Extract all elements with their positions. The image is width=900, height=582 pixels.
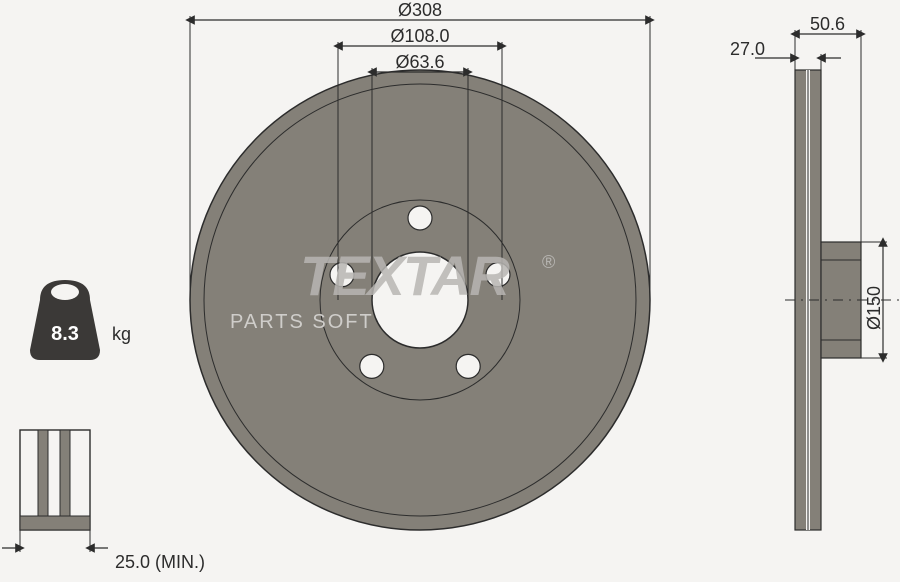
min-profile-outline [20,430,90,530]
min-thickness-profile: 25.0 (MIN.) [2,430,205,572]
dimension-label: Ø63.6 [395,52,444,72]
bolt-hole [456,354,480,378]
bolt-hole [360,354,384,378]
bolt-hole [408,206,432,230]
dimension-label: 50.6 [810,14,845,34]
dimension-label: Ø308 [398,0,442,20]
brand-watermark: TEXTAR [300,244,510,307]
weight-value: 8.3 [51,323,79,345]
weight-indicator: 8.3 kg [30,280,131,360]
dimension-label: 27.0 [730,39,765,59]
dimension-label: Ø150 [864,286,884,330]
dimension-label: Ø108.0 [390,26,449,46]
dimension-label: 25.0 (MIN.) [115,552,205,572]
registered-mark: ® [542,252,555,272]
sub-watermark: PARTS SOFT [230,311,374,333]
weight-unit: kg [112,324,131,344]
